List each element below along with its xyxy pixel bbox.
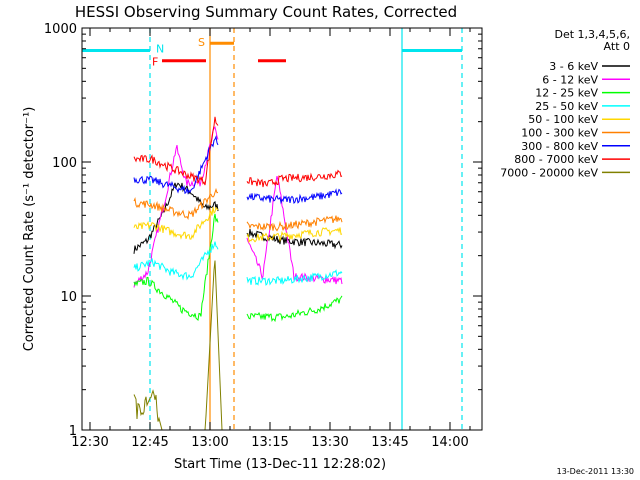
series-line-50-100-kev (133, 206, 219, 240)
series-line-100-300-kev (133, 187, 219, 221)
y-tick-label: 1 (69, 424, 77, 439)
legend-label: 6 - 12 keV (542, 73, 598, 86)
x-tick-label: 13:15 (251, 435, 288, 450)
series-line-6-12-kev (133, 126, 219, 288)
series-line-25-50-kev (246, 269, 343, 286)
series-line-800-7000-kev (133, 116, 219, 186)
series-line-7000-20000-kev (133, 260, 230, 431)
x-tick-label: 13:45 (371, 435, 408, 450)
series-line-12-25-kev (133, 213, 219, 321)
series-line-12-25-kev (246, 295, 343, 323)
series-line-100-300-kev (246, 215, 343, 232)
flag-label-n: N (156, 42, 164, 55)
flag-bars: NF S (82, 28, 463, 430)
chart-title: HESSI Observing Summary Count Rates, Cor… (75, 3, 457, 21)
series-line-50-100-kev (246, 227, 343, 244)
legend-label: 3 - 6 keV (549, 60, 598, 73)
legend-title-line-2: Att 0 (604, 40, 630, 53)
y-tick-label: 100 (52, 156, 77, 171)
series-line-25-50-kev (133, 241, 219, 281)
series-line-300-800-kev (133, 135, 219, 195)
legend-label: 7000 - 20000 keV (500, 166, 598, 179)
x-tick-label: 12:30 (71, 435, 108, 450)
x-axis-ticks: 12:30 12:45 13:00 13:15 13:30 13:45 14:00 (71, 28, 471, 450)
legend-label: 800 - 7000 keV (514, 153, 598, 166)
series-layer (133, 116, 343, 431)
legend-label: 50 - 100 keV (528, 113, 598, 126)
timestamp-footer: 13-Dec-2011 13:30 (557, 467, 634, 476)
series-line-300-800-kev (246, 188, 343, 205)
legend-label: 12 - 25 keV (535, 87, 598, 100)
y-tick-label: 10 (60, 290, 77, 305)
legend-label: 300 - 800 keV (521, 140, 598, 153)
y-axis-label: Corrected Count Rate (s⁻¹ detector⁻¹) (22, 107, 37, 352)
x-tick-label: 14:00 (431, 435, 468, 450)
x-tick-label: 13:00 (191, 435, 228, 450)
series-line-3-6-kev (133, 182, 219, 254)
flag-label-f: F (152, 56, 158, 69)
series-line-800-7000-kev (246, 169, 343, 188)
legend-label: 25 - 50 keV (535, 100, 598, 113)
plot-frame (81, 27, 483, 431)
x-tick-label: 13:30 (311, 435, 348, 450)
x-axis-label: Start Time (13-Dec-11 12:28:02) (174, 457, 386, 472)
y-tick-label: 1000 (44, 22, 77, 37)
legend-label: 100 - 300 keV (521, 127, 598, 140)
legend-title-line-1: Det 1,3,4,5,6, (554, 28, 630, 41)
flag-label-s: S (198, 36, 205, 49)
x-tick-label: 12:45 (131, 435, 168, 450)
y-axis-ticks: 1 10 100 1000 (44, 22, 482, 439)
